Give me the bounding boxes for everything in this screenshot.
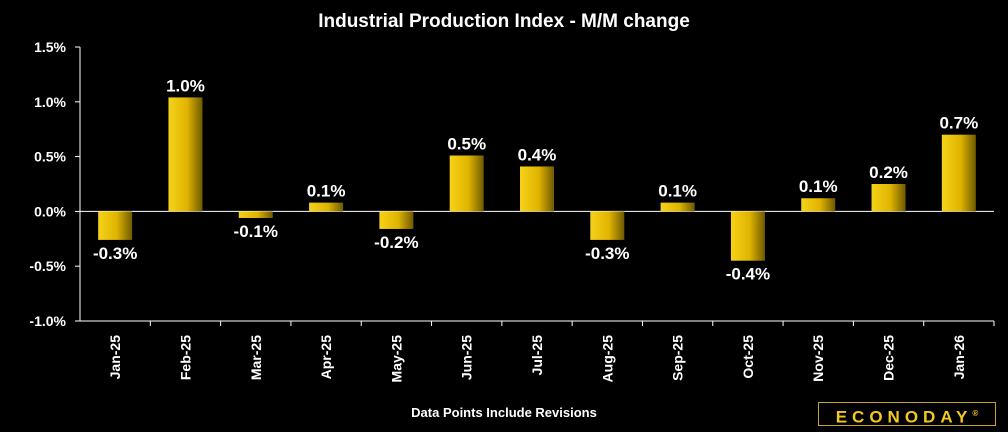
chart-title: Industrial Production Index - M/M change: [318, 11, 690, 32]
x-tick-label: Jan-25: [107, 335, 123, 380]
bar: [238, 211, 273, 218]
footer-note: Data Points Include Revisions: [411, 405, 597, 420]
y-tick-label: 0.0%: [34, 203, 66, 219]
bar: [379, 211, 414, 229]
x-tick-label: Apr-25: [318, 335, 334, 380]
bar: [660, 202, 695, 212]
bar: [309, 202, 344, 212]
data-label: -0.3%: [93, 244, 137, 263]
data-label: 1.0%: [166, 76, 205, 95]
bar: [801, 198, 836, 212]
bar: [871, 184, 906, 212]
x-tick-label: Sep-25: [670, 335, 686, 381]
bar: [590, 211, 625, 240]
brand-mark: ®: [972, 409, 979, 418]
y-tick-label: 0.5%: [34, 149, 66, 165]
x-tick-label: Jan-26: [951, 335, 967, 380]
x-tick-label: Feb-25: [177, 335, 193, 380]
chart-svg: Industrial Production Index - M/M change…: [29, 11, 995, 383]
y-tick-label: 1.5%: [34, 39, 66, 55]
x-tick-label: Nov-25: [810, 335, 826, 382]
x-tick-label: Aug-25: [599, 335, 615, 383]
data-label: 0.1%: [658, 182, 697, 201]
bar: [520, 166, 554, 212]
data-label: -0.4%: [726, 265, 770, 284]
y-tick-label: 1.0%: [34, 94, 66, 110]
bar: [168, 97, 203, 212]
y-tick-label: -0.5%: [29, 258, 66, 274]
x-tick-label: Mar-25: [248, 335, 264, 380]
brand-text: ECONODAY: [835, 407, 973, 427]
bar: [941, 134, 976, 212]
data-label: 0.4%: [518, 145, 557, 164]
data-label: -0.2%: [374, 233, 418, 252]
data-label: 0.2%: [869, 163, 908, 182]
bar: [730, 211, 765, 261]
bar: [449, 155, 484, 212]
x-tick-label: May-25: [388, 335, 404, 383]
data-label: -0.3%: [585, 244, 629, 263]
x-tick-label: Dec-25: [881, 335, 897, 381]
econoday-logo: ECONODAY®: [818, 402, 996, 427]
data-label: 0.1%: [307, 182, 346, 201]
x-tick-label: Oct-25: [740, 335, 756, 379]
x-tick-label: Jul-25: [529, 335, 545, 376]
data-label: 0.5%: [447, 135, 486, 154]
data-label: -0.1%: [234, 222, 278, 241]
y-tick-label: -1.0%: [29, 313, 66, 329]
bar: [98, 211, 133, 240]
data-label: 0.1%: [799, 177, 838, 196]
x-tick-label: Jun-25: [459, 335, 475, 380]
data-label: 0.7%: [939, 114, 978, 133]
